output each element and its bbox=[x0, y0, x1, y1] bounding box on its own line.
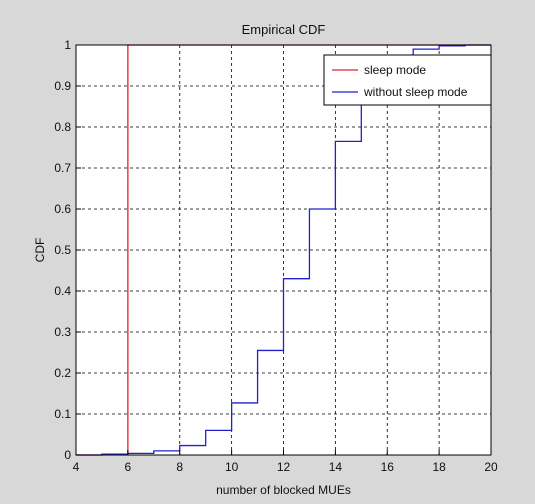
y-tick-label: 0.9 bbox=[54, 79, 71, 93]
y-tick-label: 0.8 bbox=[54, 120, 71, 134]
y-tick-label: 0.2 bbox=[54, 366, 71, 380]
x-tick-label: 14 bbox=[329, 460, 343, 474]
x-tick-label: 4 bbox=[73, 460, 80, 474]
x-tick-label: 16 bbox=[381, 460, 395, 474]
x-tick-label: 10 bbox=[225, 460, 239, 474]
chart-title: Empirical CDF bbox=[242, 22, 326, 37]
x-tick-label: 12 bbox=[277, 460, 291, 474]
y-tick-label: 0 bbox=[64, 448, 71, 462]
y-tick-label: 0.3 bbox=[54, 325, 71, 339]
legend-label: without sleep mode bbox=[363, 85, 468, 99]
y-axis-label: CDF bbox=[33, 238, 47, 263]
legend: sleep mode without sleep mode bbox=[323, 54, 492, 106]
legend-box bbox=[323, 54, 492, 106]
y-tick-label: 0.5 bbox=[54, 243, 71, 257]
x-tick-label: 6 bbox=[125, 460, 132, 474]
y-tick-label: 1 bbox=[64, 38, 71, 52]
x-tick-label: 8 bbox=[176, 460, 183, 474]
legend-label: sleep mode bbox=[364, 63, 426, 77]
x-tick-label: 18 bbox=[432, 460, 446, 474]
y-tick-label: 0.4 bbox=[54, 284, 71, 298]
x-axis-label: number of blocked MUEs bbox=[216, 483, 351, 497]
y-tick-label: 0.6 bbox=[54, 202, 71, 216]
y-tick-label: 0.7 bbox=[54, 161, 71, 175]
series-line-1 bbox=[76, 44, 491, 456]
x-tick-label: 20 bbox=[484, 460, 498, 474]
ticks: 4 6 8 10 12 14 16 18 20 0 0.1 0.2 0.3 0.4 0.5 0.6 0.7 0.8… bbox=[54, 38, 498, 474]
y-tick-label: 0.1 bbox=[54, 407, 71, 421]
